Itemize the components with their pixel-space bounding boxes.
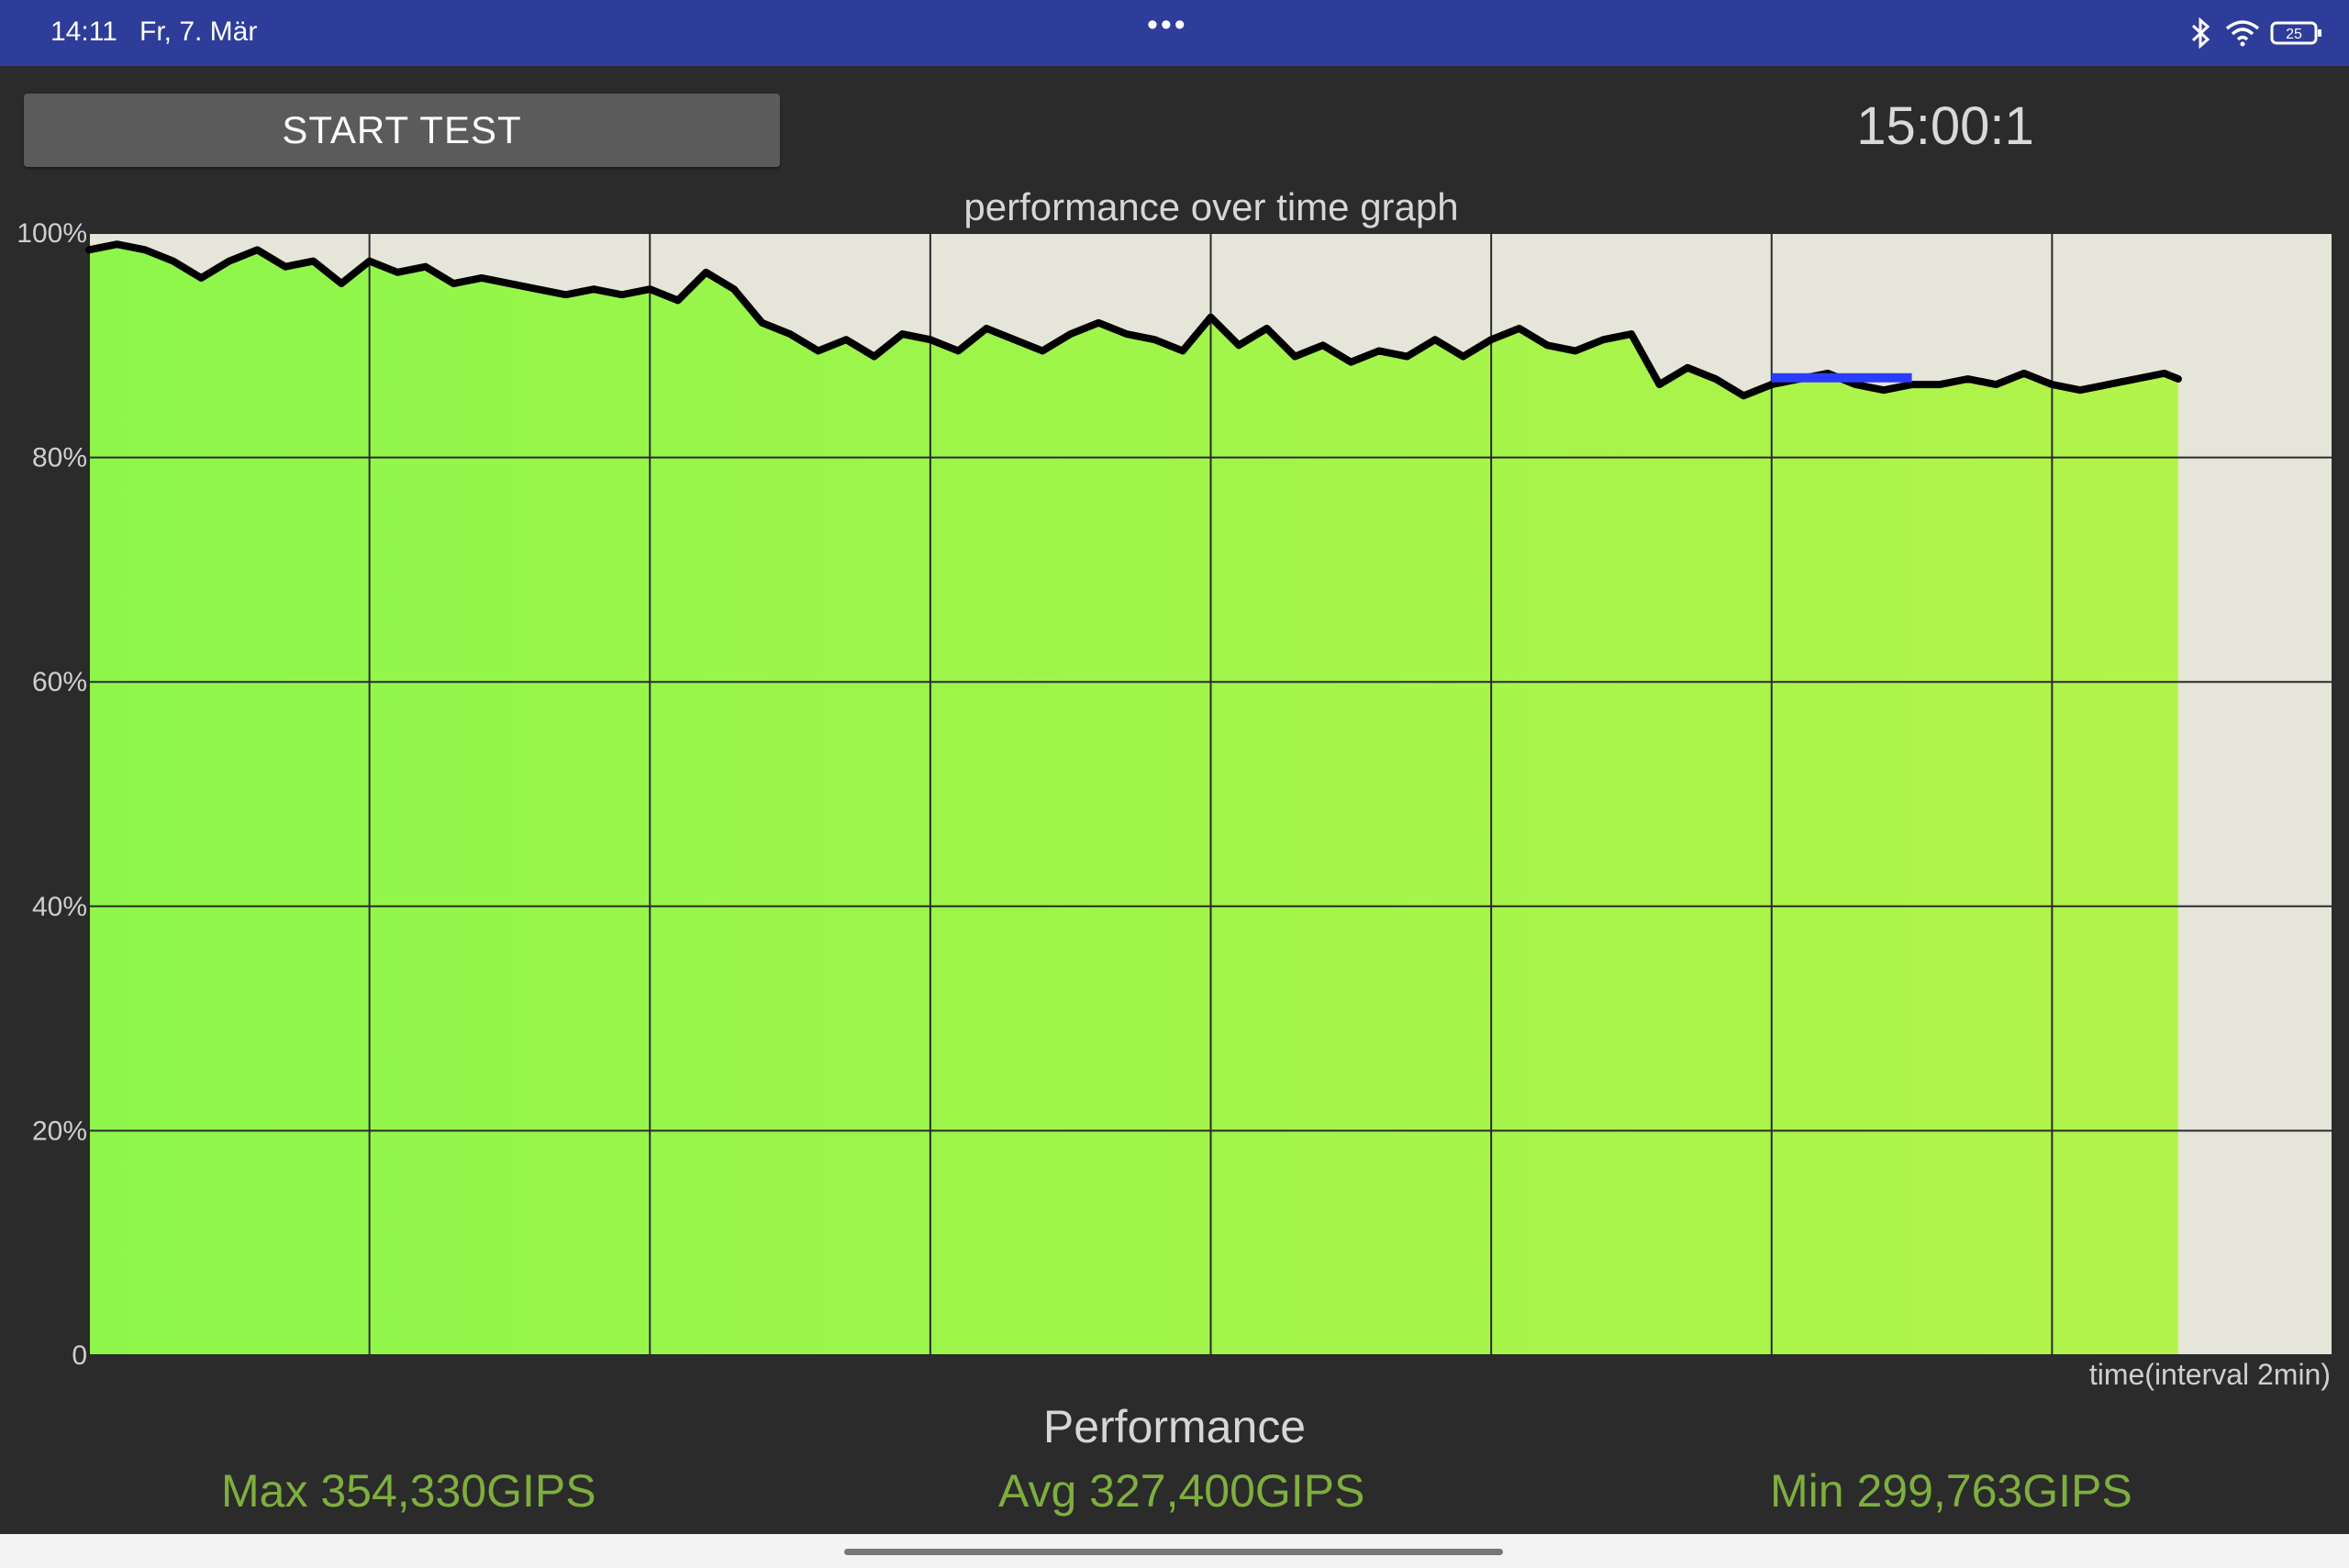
- timer: 15:00:1: [1856, 96, 2034, 156]
- performance-title: Performance: [1042, 1401, 1307, 1452]
- status-bar: 14:11 Fr, 7. Mär ••• 25: [0, 0, 2349, 66]
- min-stat: Min 299,763GIPS: [1770, 1465, 2132, 1517]
- y-tick-label: 60%: [32, 667, 87, 697]
- y-tick-label: 100%: [17, 218, 87, 249]
- avg-stat: Avg 327,400GIPS: [998, 1465, 1365, 1517]
- status-date: Fr, 7. Mär: [139, 17, 258, 47]
- x-axis-label: time(interval 2min): [2088, 1358, 2331, 1391]
- y-tick-label: 80%: [32, 443, 87, 473]
- bluetooth-icon: [2191, 17, 2210, 49]
- y-tick-label: 40%: [32, 892, 87, 922]
- chart-title: performance over time graph: [963, 185, 1458, 228]
- battery-icon: 25: [2270, 21, 2321, 45]
- performance-area: [89, 244, 2178, 1356]
- wifi-icon: [2225, 20, 2260, 47]
- more-dots-icon[interactable]: •••: [1147, 7, 1188, 42]
- max-stat: Max 354,330GIPS: [221, 1465, 596, 1517]
- home-indicator[interactable]: [844, 1549, 1503, 1555]
- performance-graph: 0 20% 40% 60% 80% 100% performance over time g…: [17, 185, 2333, 1367]
- start-test-button[interactable]: START TEST: [24, 94, 780, 167]
- status-time: 14:11: [50, 17, 117, 47]
- battery-level: 25: [2286, 27, 2302, 42]
- y-tick-label: 0: [72, 1340, 87, 1367]
- status-icons: 25: [2188, 17, 2323, 50]
- y-tick-label: 20%: [32, 1116, 87, 1146]
